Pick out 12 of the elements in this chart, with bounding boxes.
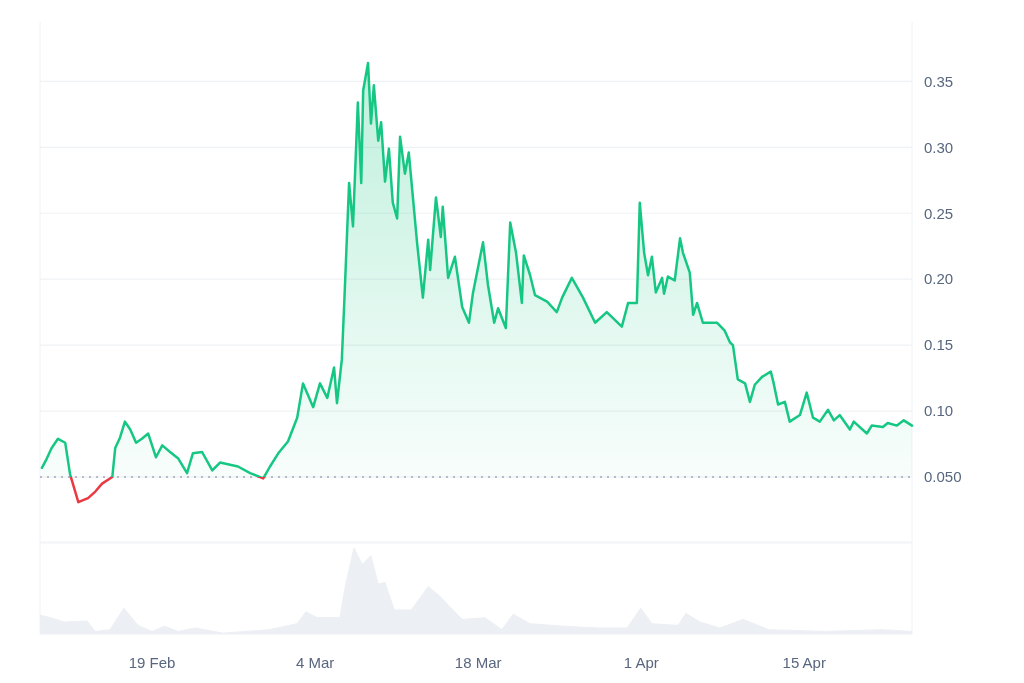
y-tick-label: 0.35 — [924, 72, 954, 90]
x-tick-label: 19 Feb — [128, 654, 176, 671]
x-tick-label: 18 Mar — [454, 654, 502, 671]
y-tick-label: 0.25 — [924, 204, 954, 222]
x-tick-label: 1 Apr — [623, 654, 659, 671]
x-tick-label: 15 Apr — [782, 654, 826, 671]
y-tick-label: 0.10 — [924, 402, 954, 420]
x-tick-label: 4 Mar — [295, 654, 335, 671]
y-tick-label: 0.050 — [924, 468, 962, 486]
y-tick-label: 0.30 — [924, 138, 954, 156]
y-tick-label: 0.20 — [924, 270, 954, 288]
y-tick-label: 0.15 — [924, 336, 954, 354]
